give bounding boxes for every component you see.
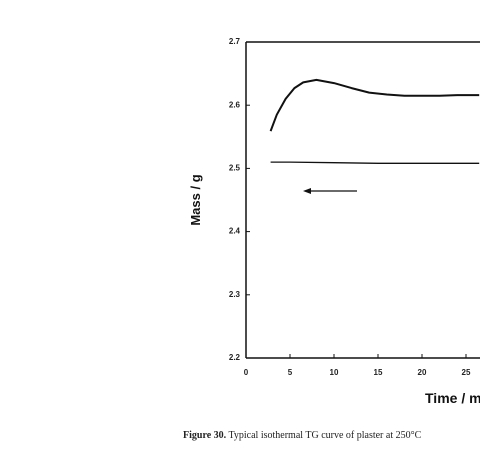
x-tick-label: 15 [374, 368, 383, 377]
y-axis-label: Mass / g [188, 174, 203, 225]
data-line [270, 161, 480, 164]
y-tick-label: 2.6 [229, 100, 241, 109]
caption-text: Typical isothermal TG curve of plaster a… [228, 430, 421, 441]
x-tick-label: 10 [330, 368, 339, 377]
y-tick-label: 2.2 [229, 353, 241, 362]
y-tick-label: 2.5 [229, 164, 241, 173]
data-line [269, 78, 480, 132]
x-tick-label: 25 [462, 368, 471, 377]
y-tick-label: 2.3 [229, 290, 241, 299]
x-tick-label: 5 [288, 368, 293, 377]
caption-label: Figure 30. [183, 430, 227, 441]
caption: Figure 30. Typical isothermal TG curve o… [183, 430, 422, 441]
arrow-head [303, 188, 311, 194]
x-tick-label: 20 [418, 368, 427, 377]
y-tick-label: 2.7 [229, 37, 241, 46]
x-tick-label: 0 [244, 368, 249, 377]
x-axis-label: Time / m [425, 390, 480, 406]
y-tick-label: 2.4 [229, 227, 241, 236]
